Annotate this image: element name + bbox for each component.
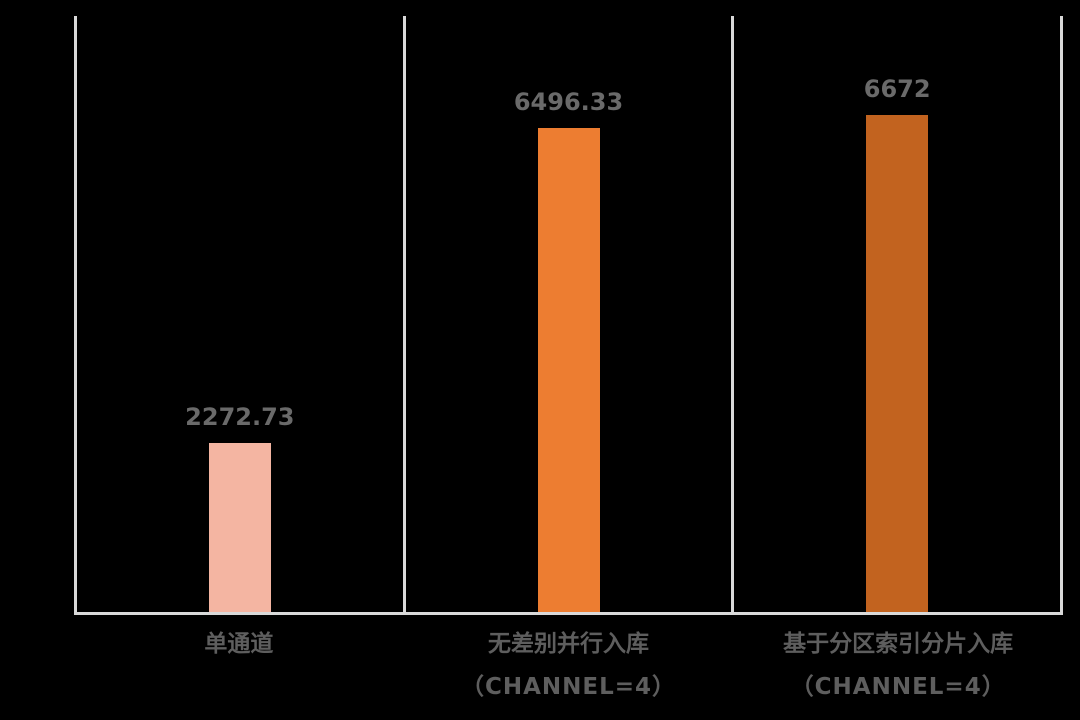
category-sublabel-text: （CHANNEL=4）	[460, 674, 677, 700]
category-axis-labels: 单通道 无差别并行入库 （CHANNEL=4） 基于分区索引分片入库 （CHANNEL=…	[74, 624, 1063, 710]
category-sublabel-text: （CHANNEL=4）	[790, 674, 1006, 700]
chart-panel-1: 2272.73	[74, 16, 403, 612]
bar-2	[537, 128, 600, 612]
category-label-text: 基于分区索引分片入库	[783, 631, 1014, 657]
chart-panel-3: 6672	[731, 16, 1060, 612]
bar-3	[866, 114, 929, 612]
category-label-text: 无差别并行入库	[488, 631, 649, 657]
category-label-3: 基于分区索引分片入库 （CHANNEL=4）	[733, 624, 1063, 710]
category-label-2: 无差别并行入库 （CHANNEL=4）	[404, 624, 734, 710]
bar-1	[208, 442, 271, 612]
bar-value-label: 6672	[863, 74, 931, 103]
category-label-text: 单通道	[204, 631, 274, 657]
bar-value-label: 6496.33	[513, 88, 624, 117]
bar-value-label: 2272.73	[185, 402, 295, 431]
category-label-1: 单通道	[74, 624, 404, 710]
plot-area: 2272.73 6496.33 6672	[74, 16, 1063, 615]
chart-panel-2: 6496.33	[402, 16, 732, 612]
